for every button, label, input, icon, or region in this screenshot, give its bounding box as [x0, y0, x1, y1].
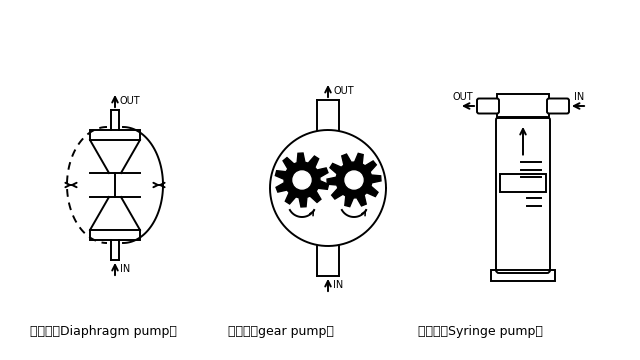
Text: IN: IN	[574, 92, 584, 102]
Bar	[90, 130, 140, 140]
Polygon shape	[275, 153, 328, 207]
Bar	[90, 230, 140, 240]
Text: OUT: OUT	[333, 86, 354, 96]
Circle shape	[345, 171, 363, 189]
FancyBboxPatch shape	[547, 99, 569, 113]
Text: IN: IN	[120, 264, 131, 274]
Bar	[491, 270, 555, 281]
Text: 隔膜泵（Diaphragm pump）: 隔膜泵（Diaphragm pump）	[30, 325, 177, 338]
Text: OUT: OUT	[452, 92, 474, 102]
Text: 齿轮泵（gear pump）: 齿轮泵（gear pump）	[228, 325, 334, 338]
FancyBboxPatch shape	[477, 99, 499, 113]
Text: 注塞泵（Syringe pump）: 注塞泵（Syringe pump）	[418, 325, 543, 338]
Bar	[500, 174, 546, 192]
Text: IN: IN	[333, 280, 343, 290]
Bar	[497, 94, 549, 118]
Text: OUT: OUT	[120, 96, 141, 106]
Polygon shape	[327, 153, 381, 207]
Circle shape	[293, 171, 311, 189]
